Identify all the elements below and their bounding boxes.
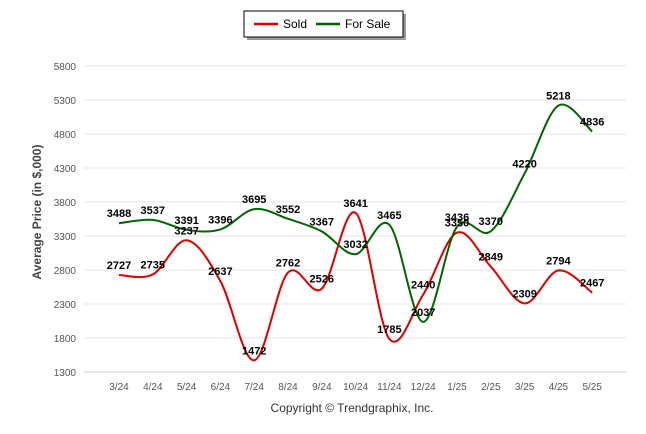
y-tick-label: 4800	[54, 130, 77, 141]
x-tick-label: 1/25	[447, 382, 467, 393]
data-label-sold: 2735	[141, 259, 165, 271]
x-tick-label: 5/24	[177, 382, 197, 393]
y-tick-label: 3300	[54, 232, 77, 243]
x-tick-label: 11/24	[377, 382, 402, 393]
x-tick-label: 4/25	[549, 382, 569, 393]
data-label-for-sale: 4836	[580, 117, 604, 129]
data-label-sold: 3641	[343, 198, 367, 210]
y-tick-label: 3800	[54, 198, 77, 209]
data-labels: 2727 2735 3237 2637 1472 2762 2526 3641 1785 2440…	[107, 91, 605, 358]
data-label-sold: 3237	[174, 225, 198, 237]
x-tick-label: 3/24	[109, 382, 129, 393]
x-tick-label: 4/24	[143, 382, 163, 393]
x-tick-label: 8/24	[278, 382, 298, 393]
data-label-sold: 2309	[512, 288, 536, 300]
data-label-for-sale: 3396	[208, 214, 232, 226]
x-tick-label: 5/25	[582, 382, 602, 393]
data-label-for-sale: 3370	[479, 216, 503, 228]
y-tick-label: 2300	[54, 300, 77, 311]
data-label-for-sale: 3032	[343, 239, 367, 251]
legend-label-for-sale: For Sale	[345, 17, 391, 31]
y-tick-label: 5300	[54, 96, 77, 107]
grid-lines	[84, 65, 626, 373]
x-tick-label: 3/25	[515, 382, 535, 393]
data-label-sold: 2526	[310, 274, 334, 286]
series-line-sold	[118, 211, 593, 362]
data-label-for-sale: 2037	[411, 307, 435, 319]
data-label-for-sale: 3436	[445, 212, 469, 224]
data-label-sold: 1472	[242, 345, 266, 357]
data-label-sold: 3350	[445, 218, 469, 230]
data-label-sold: 2637	[208, 266, 232, 278]
x-tick-label: 6/24	[211, 382, 231, 393]
data-label-for-sale: 3367	[310, 216, 334, 228]
data-label-sold: 2440	[411, 279, 435, 291]
data-label-sold: 2467	[580, 278, 604, 290]
y-tick-label: 2800	[54, 266, 77, 277]
data-label-sold: 2849	[479, 252, 503, 264]
data-label-for-sale: 3391	[174, 215, 198, 227]
y-axis-label: Average Price (in $,000)	[30, 145, 44, 280]
data-label-for-sale: 4220	[512, 158, 536, 170]
data-label-sold: 1785	[377, 324, 401, 336]
data-label-sold: 2794	[546, 255, 571, 267]
x-tick-label: 7/24	[244, 382, 264, 393]
x-tick-label: 9/24	[312, 382, 332, 393]
data-label-for-sale: 3695	[242, 194, 266, 206]
data-label-sold: 2727	[107, 260, 131, 272]
y-tick-label: 5800	[54, 62, 77, 73]
x-tick-label: 12/24	[411, 382, 436, 393]
data-label-for-sale: 3488	[107, 208, 131, 220]
series-line-for-sale	[118, 103, 593, 323]
y-tick-label: 1300	[54, 368, 77, 379]
y-tick-labels: 1300 1800 2300 2800 3300 3800 4300 4800 5300 5800	[54, 62, 77, 379]
y-tick-label: 1800	[54, 334, 77, 345]
copyright-credit: Copyright © Trendgraphix, Inc.	[271, 401, 434, 415]
data-label-sold: 2762	[276, 258, 300, 270]
y-tick-label: 4300	[54, 164, 77, 175]
data-label-for-sale: 3552	[276, 204, 300, 216]
x-tick-labels: 3/24 4/24 5/24 6/24 7/24 8/24 9/24 10/24 11/24 12…	[109, 382, 602, 393]
legend: Sold For Sale	[243, 10, 406, 40]
series-lines	[118, 103, 593, 362]
data-label-for-sale: 3537	[141, 205, 165, 217]
data-label-for-sale: 3465	[377, 210, 401, 222]
legend-label-sold: Sold	[283, 17, 307, 31]
data-label-for-sale: 5218	[546, 91, 570, 103]
x-tick-label: 2/25	[481, 382, 501, 393]
x-tick-label: 10/24	[343, 382, 368, 393]
